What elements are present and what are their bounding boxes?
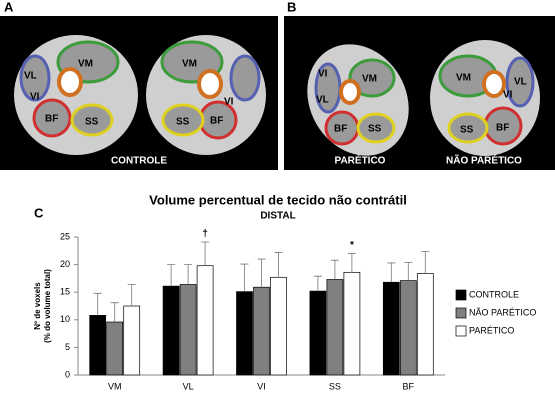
mri-image-a: VL VM VI BF SS VM VI SS BF CONTROLE xyxy=(0,16,278,170)
error-bar xyxy=(404,261,413,281)
bar xyxy=(123,305,141,376)
x-tick-label: VL xyxy=(183,381,194,391)
y-axis-label: (% do volume total) xyxy=(43,269,52,343)
legend-label: PARÉTICO xyxy=(469,325,514,335)
bar xyxy=(399,280,417,376)
annotation: † xyxy=(202,229,208,240)
region-label: VL xyxy=(316,95,329,106)
image-caption: PARÉTICO xyxy=(335,154,386,167)
region-label: VI xyxy=(503,90,513,101)
panel-label: B xyxy=(287,0,296,14)
image-caption: CONTROLE xyxy=(111,156,167,167)
error-bar xyxy=(274,252,283,278)
region-label: VM xyxy=(182,59,197,70)
error-bar xyxy=(257,258,266,288)
region-label: VI xyxy=(224,97,234,108)
error-bar xyxy=(93,292,102,316)
y-tick-label: 5 xyxy=(65,342,70,352)
panel-label: A xyxy=(4,0,14,14)
chart-subtitle: DISTAL xyxy=(260,211,295,222)
bar xyxy=(416,273,434,376)
x-tick-label: VM xyxy=(108,381,122,391)
x-tick-label: VI xyxy=(257,381,266,391)
legend-swatch xyxy=(455,289,467,301)
image-caption: NÃO PARÉTICO xyxy=(446,154,522,167)
region-label: BF xyxy=(496,123,509,134)
y-tick-label: 10 xyxy=(60,314,70,324)
bar xyxy=(253,286,270,376)
error-bar xyxy=(313,275,322,292)
bar xyxy=(270,276,287,376)
x-tick-label: BF xyxy=(403,381,415,391)
y-tick-label: 15 xyxy=(60,287,70,297)
region-label: VI xyxy=(30,92,40,103)
region-label: BF xyxy=(334,124,347,135)
bar xyxy=(236,291,253,376)
chart-title: Volume percentual de tecido não contráti… xyxy=(149,192,407,207)
region-label: VM xyxy=(78,59,93,70)
region-label: VM xyxy=(362,74,377,85)
region-label: SS xyxy=(85,117,99,128)
mri-image-b: VI VM VL BF SS VM VL VI SS BF PARÉTICO N… xyxy=(284,16,555,170)
x-tick-label: SS xyxy=(329,381,341,391)
bar xyxy=(179,284,197,376)
error-bar xyxy=(201,241,210,266)
legend-swatch xyxy=(455,307,467,319)
error-bar xyxy=(240,263,249,292)
bar xyxy=(89,315,107,376)
region-label: VI xyxy=(318,69,328,80)
region-label: SS xyxy=(368,124,382,135)
error-bar xyxy=(110,302,119,323)
region-label: VL xyxy=(24,71,37,82)
y-tick-label: 0 xyxy=(65,369,70,379)
region-label: SS xyxy=(176,117,190,128)
region-label: VM xyxy=(456,73,471,84)
bar xyxy=(106,321,124,376)
bar xyxy=(382,281,400,376)
error-bar xyxy=(347,253,356,273)
bar xyxy=(196,265,214,376)
bar xyxy=(343,271,361,376)
region-label: BF xyxy=(45,114,58,125)
y-axis-label: Nº de voxels xyxy=(33,282,42,330)
annotation: * xyxy=(350,240,354,251)
y-tick-label: 25 xyxy=(60,231,70,241)
region-label: BF xyxy=(210,116,223,127)
error-bar xyxy=(387,262,396,283)
region-label: VL xyxy=(514,77,527,88)
error-bar xyxy=(330,259,339,280)
bar xyxy=(309,290,327,376)
legend-swatch xyxy=(455,325,467,337)
y-tick-label: 20 xyxy=(60,259,70,269)
legend-label: CONTROLE xyxy=(469,289,519,299)
error-bar xyxy=(421,250,430,274)
error-bar xyxy=(127,284,136,306)
error-bar xyxy=(167,264,176,287)
error-bar xyxy=(184,264,193,285)
legend-label: NÃO PARÉTICO xyxy=(469,307,536,317)
bar xyxy=(162,285,180,376)
panel-label: C xyxy=(34,205,44,220)
region-label: SS xyxy=(460,125,474,136)
bar xyxy=(326,279,344,376)
